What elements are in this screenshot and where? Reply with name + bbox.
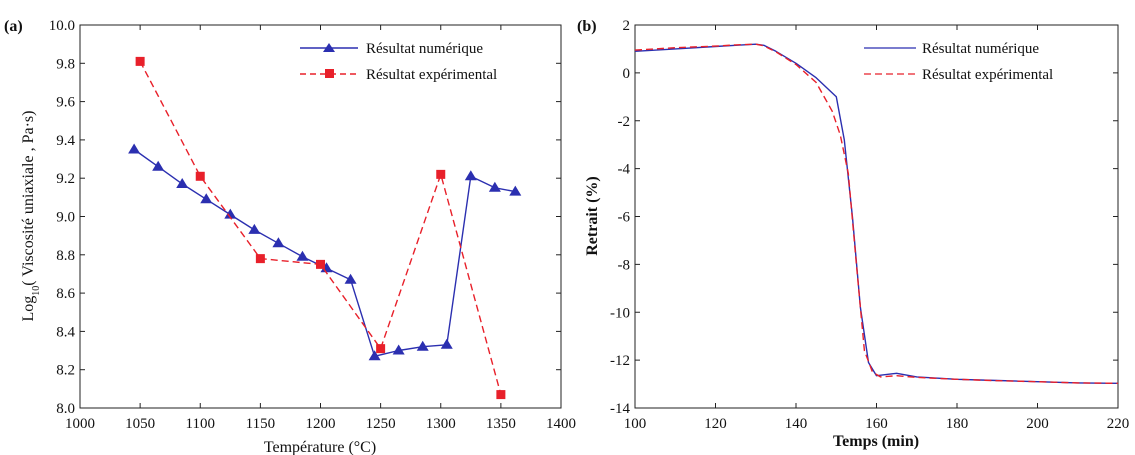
chart-a-ytick-label: 9.0 [56,210,75,226]
chart-a-ytick-label: 10.0 [49,18,75,34]
chart-a-point-numeric [368,350,381,361]
chart-a-ytick-label: 9.6 [56,95,75,111]
chart-b-ytick-label: -2 [618,114,631,130]
chart-a-point-numeric [152,160,165,171]
chart-b-ytick-label: -8 [618,257,631,273]
chart-a-xtick-label: 1200 [306,416,336,432]
chart-b-series-line-experimental [634,43,1119,384]
chart-a-xlabel: Température (°C) [264,439,376,455]
chart-b-panel-label: (b) [577,18,597,35]
chart-b-xtick-label: 120 [704,416,727,432]
chart-a-xtick-label: 1250 [366,416,396,432]
chart-a-point-numeric [416,340,429,351]
chart-a-ytick-label: 9.4 [56,133,75,149]
chart-a-series-line-numeric [133,148,516,357]
chart-b-ytick-label: 2 [623,18,631,34]
chart-b-legend-label-experimental: Résultat expérimental [922,67,1053,83]
chart-b-ytick-label: -10 [610,305,630,321]
chart-a-series [128,56,522,400]
chart-b-xtick-label: 180 [946,416,969,432]
chart-a-point-numeric [509,185,522,196]
chart-a-point-numeric [128,143,141,154]
chart-a-ytick-label: 9.2 [56,171,75,187]
chart-b-ylabel: Retrait (%) [584,176,601,256]
chart-b-xtick-label: 200 [1026,416,1049,432]
chart-a-ytick-label: 8.0 [56,401,75,417]
chart-a-point-experimental [496,390,506,400]
chart-a-point-numeric [272,237,285,248]
chart-b-legend-label-numeric: Résultat numérique [922,41,1039,57]
chart-a-xtick-label: 1100 [186,416,215,432]
chart-b: (b) 100 120 140 160 180 200 220 -14 -12 -10 -8 -6 -4… [577,18,1129,450]
chart-b-series-line-numeric [634,43,1119,384]
chart-b-xtick-label: 220 [1107,416,1130,432]
chart-a-point-numeric [488,181,501,192]
chart-a-legend-square-marker [325,69,334,78]
chart-a-point-experimental [316,259,325,269]
chart-a-legend-label-numeric: Résultat numérique [366,41,483,57]
chart-a-xtick-label: 1350 [486,416,516,432]
chart-b-ytick-label: -6 [618,210,631,226]
chart-a-legend: Résultat numérique Résultat expérimental [300,41,497,83]
chart-b-ticks: 100 120 140 160 180 200 220 -14 -12 -10 -8 -6 -4 -2 0 2 [610,18,1129,432]
chart-a-ylabel-main: Log [20,296,37,322]
chart-a-ytick-label: 8.2 [56,363,75,379]
chart-b-legend: Résultat numérique Résultat expérimental [864,41,1053,83]
chart-a-ytick-label: 8.4 [56,324,75,340]
chart-a-ytick-label: 8.8 [56,248,75,264]
chart-b-ytick-label: -4 [618,162,631,178]
chart-a: (a) 1000 1050 1100 1150 1200 1250 1300 1350 1400… [4,18,576,455]
chart-a-ylabel: Log10( Viscosité uniaxiale , Pa·s) [20,111,42,322]
chart-b-ytick-label: -12 [610,353,630,369]
chart-a-point-experimental [436,169,446,179]
chart-a-xtick-label: 1300 [426,416,456,432]
chart-a-xtick-label: 1000 [65,416,95,432]
chart-a-xtick-label: 1400 [546,416,576,432]
chart-b-ytick-label: 0 [623,66,631,82]
chart-a-point-numeric [440,338,453,349]
chart-a-point-experimental [135,56,145,66]
chart-a-ytick-label: 9.8 [56,56,75,72]
chart-a-point-experimental [376,344,386,354]
chart-a-point-numeric [200,193,213,204]
chart-a-xtick-label: 1150 [246,416,275,432]
chart-a-legend-label-experimental: Résultat expérimental [366,67,497,83]
chart-a-ticks: 1000 1050 1100 1150 1200 1250 1300 1350 1400 8.0 8… [49,18,576,432]
chart-b-xtick-label: 140 [785,416,808,432]
chart-b-xlabel: Temps (min) [833,433,919,450]
chart-a-point-numeric [392,344,405,355]
chart-a-point-numeric [224,208,237,219]
chart-a-point-numeric [464,170,477,181]
chart-a-point-experimental [195,171,205,181]
chart-a-ylabel-sub: 10 [31,286,42,296]
chart-a-point-numeric [344,273,357,284]
chart-b-xtick-label: 100 [624,416,647,432]
chart-b-ytick-label: -14 [610,401,630,417]
chart-a-point-experimental [255,254,265,264]
chart-a-panel-label: (a) [4,18,23,35]
chart-a-xtick-label: 1050 [125,416,155,432]
chart-a-point-numeric [176,177,189,188]
chart-b-series [634,43,1119,384]
chart-a-ylabel-rest: ( Viscosité uniaxiale , Pa·s) [20,111,37,286]
chart-a-legend-triangle-marker [323,43,335,52]
chart-a-ytick-label: 8.6 [56,286,75,302]
chart-b-xtick-label: 160 [865,416,888,432]
chart-a-point-numeric [296,250,309,261]
chart-a-point-numeric [248,223,261,234]
